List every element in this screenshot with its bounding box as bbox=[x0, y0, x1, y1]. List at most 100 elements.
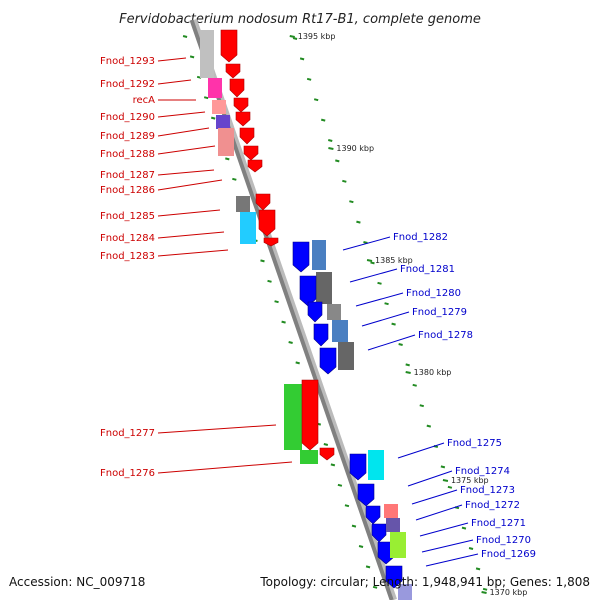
gene-box-grey bbox=[200, 30, 214, 78]
gene-label-leader bbox=[355, 292, 404, 307]
gene-label-leader bbox=[342, 236, 391, 251]
scale-tick bbox=[481, 591, 487, 594]
gene-label: Fnod_1275 bbox=[447, 438, 502, 449]
tick-mark bbox=[377, 281, 382, 285]
gene-label: Fnod_1269 bbox=[481, 549, 536, 560]
gene-label-leader bbox=[157, 79, 192, 85]
gene-label-leader bbox=[361, 311, 410, 327]
tick-mark bbox=[349, 200, 354, 204]
gene-label-leader bbox=[157, 249, 229, 257]
gene-box-salmon bbox=[384, 504, 398, 518]
gene-label-leader bbox=[157, 209, 221, 217]
gene-arrow-forward bbox=[258, 209, 276, 237]
scale-tick bbox=[405, 371, 411, 374]
tick-mark bbox=[203, 96, 209, 100]
tick-mark bbox=[365, 565, 371, 569]
gene-arrow-forward bbox=[235, 111, 251, 127]
gene-box-grey bbox=[327, 304, 341, 320]
scale-label: 1385 kbp bbox=[375, 256, 413, 265]
gene-label: Fnod_1293 bbox=[100, 56, 155, 67]
scale-label: 1370 kbp bbox=[490, 588, 528, 597]
tick-mark bbox=[358, 545, 364, 548]
scale-label: 1380 kbp bbox=[414, 368, 452, 377]
gene-label-leader bbox=[157, 461, 293, 474]
gene-label: Fnod_1271 bbox=[471, 518, 526, 529]
gene-box-rna bbox=[284, 384, 302, 450]
tick-mark bbox=[323, 443, 329, 446]
tick-mark bbox=[384, 302, 389, 306]
gene-box-cyan bbox=[368, 450, 384, 480]
gene-label: Fnod_1270 bbox=[476, 535, 531, 546]
gene-label: Fnod_1273 bbox=[460, 485, 515, 496]
gene-arrow-reverse bbox=[349, 453, 367, 481]
gene-label: Fnod_1281 bbox=[400, 264, 455, 275]
tick-mark bbox=[267, 279, 272, 283]
gene-box-grey bbox=[316, 272, 332, 304]
gene-label-leader bbox=[419, 522, 469, 537]
gene-label-leader bbox=[411, 489, 458, 505]
tick-mark bbox=[440, 465, 446, 469]
tick-mark bbox=[344, 504, 350, 508]
gene-label: Fnod_1292 bbox=[100, 79, 155, 90]
gene-label: Fnod_1289 bbox=[100, 131, 155, 142]
gene-box-purple bbox=[216, 115, 230, 129]
gene-label-leader bbox=[157, 111, 206, 118]
gene-arrow-reverse bbox=[299, 275, 317, 307]
tick-mark bbox=[189, 55, 195, 59]
tick-mark bbox=[351, 524, 357, 528]
tick-mark bbox=[468, 547, 474, 550]
gene-box-rose bbox=[218, 128, 234, 156]
tick-mark bbox=[225, 157, 230, 161]
tick-mark bbox=[405, 363, 410, 367]
tick-mark bbox=[461, 526, 467, 530]
gene-box-grey bbox=[338, 342, 354, 370]
tick-mark bbox=[292, 37, 298, 40]
gene-arrow-reverse bbox=[292, 241, 310, 273]
gene-label-leader bbox=[425, 553, 479, 567]
gene-label: Fnod_1287 bbox=[100, 170, 155, 181]
tick-mark bbox=[372, 585, 378, 589]
tick-mark bbox=[337, 483, 343, 487]
gene-arrow-forward bbox=[255, 193, 271, 211]
gene-arrow-forward bbox=[239, 127, 255, 145]
tick-mark bbox=[295, 361, 300, 365]
topology-text: Topology: circular; Length: 1,948,941 bp… bbox=[259, 575, 590, 589]
tick-mark bbox=[398, 343, 403, 346]
gene-label: Fnod_1283 bbox=[100, 251, 155, 262]
gene-arrow-forward bbox=[229, 78, 245, 98]
gene-label-reca: recA bbox=[133, 95, 156, 106]
tick-mark bbox=[370, 261, 375, 265]
scale-tick bbox=[366, 259, 373, 262]
tick-mark bbox=[210, 116, 216, 120]
scale-tick bbox=[442, 479, 449, 482]
tick-mark bbox=[412, 383, 417, 387]
gene-label-leader bbox=[407, 470, 453, 487]
tick-mark bbox=[419, 404, 424, 408]
tick-mark bbox=[320, 118, 326, 122]
scale-label: 1395 kbp bbox=[298, 32, 336, 41]
tick-mark bbox=[288, 341, 293, 344]
tick-mark bbox=[232, 177, 237, 181]
gene-arrow-forward bbox=[247, 159, 263, 173]
gene-label-leader bbox=[367, 334, 416, 351]
map-title: Fervidobacterium nodosum Rt17-B1, comple… bbox=[119, 12, 481, 27]
gene-box-steel bbox=[312, 240, 326, 270]
gene-arrow-reverse bbox=[371, 523, 387, 543]
tick-mark bbox=[482, 587, 488, 591]
gene-label-leader bbox=[157, 145, 216, 155]
tick-mark bbox=[274, 300, 279, 304]
gene-box-cyan bbox=[240, 212, 256, 244]
tick-mark bbox=[426, 424, 432, 428]
gene-label: Fnod_1276 bbox=[100, 468, 155, 479]
tick-mark bbox=[306, 77, 312, 81]
gene-label-leader bbox=[397, 442, 445, 459]
gene-box-darkgrey bbox=[236, 196, 250, 212]
gene-label-leader bbox=[157, 424, 277, 434]
accession-text: Accession: NC_009718 bbox=[9, 575, 145, 589]
gene-labels: Fnod_1293 Fnod_1292 recA Fnod_1290 Fnod_1289… bbox=[100, 56, 536, 567]
gene-label-leader bbox=[157, 169, 215, 176]
tick-mark bbox=[281, 320, 286, 324]
tick-mark bbox=[313, 98, 319, 102]
gene-box-lime bbox=[390, 532, 406, 558]
gene-label: Fnod_1290 bbox=[100, 112, 155, 123]
